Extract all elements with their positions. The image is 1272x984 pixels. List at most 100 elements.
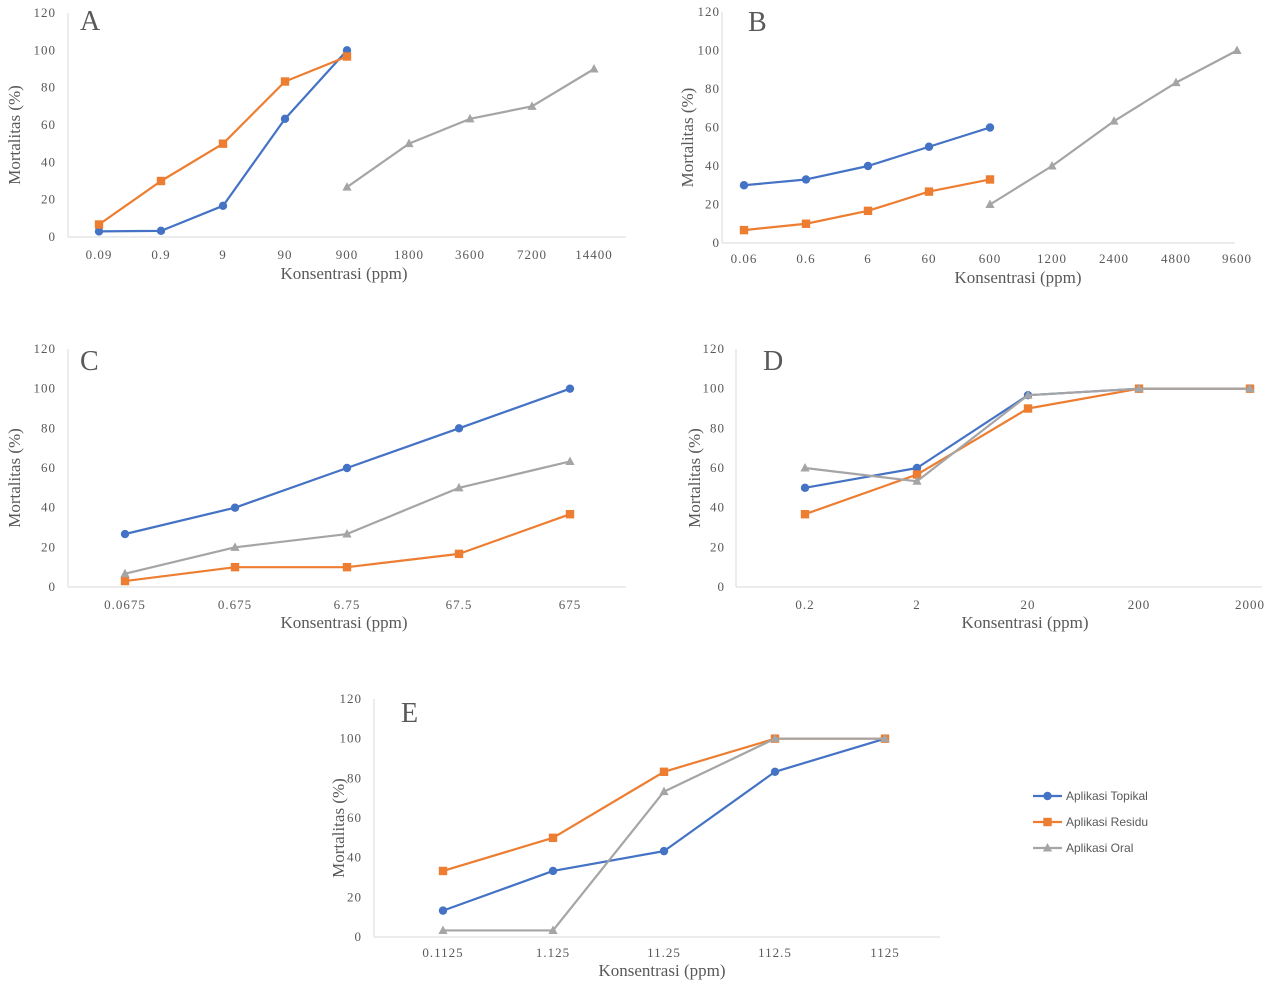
x-tick-label: 900 (336, 247, 359, 262)
series-line-topikal (124, 387, 571, 536)
x-tick-label: 3600 (455, 247, 485, 262)
chart-a: 0 20 40 60 80 100 120 0.09 0.9 9 90 900 1800 3600 7200… (5, 5, 626, 283)
data-point-oral (1232, 45, 1242, 54)
series-line-oral (346, 68, 595, 189)
x-tick-label: 20 (1021, 597, 1036, 612)
legend-label: Aplikasi Topikal (1066, 789, 1148, 803)
data-point-oral (985, 199, 995, 208)
y-axis-label: Mortalitas (%) (685, 428, 704, 528)
data-point-oral (1171, 77, 1181, 87)
series-oral (342, 64, 599, 191)
y-tick-label: 80 (41, 80, 56, 95)
series-oral (985, 45, 1242, 208)
data-point-residu (280, 77, 290, 86)
data-point-residu (800, 510, 810, 519)
data-point-oral (1109, 116, 1119, 125)
y-tick-label: 20 (710, 539, 725, 554)
x-tick-label: 1.125 (536, 945, 570, 960)
data-point-topikal (770, 767, 780, 776)
y-tick-label: 60 (347, 810, 362, 825)
data-point-topikal (280, 114, 290, 124)
y-tick-label: 120 (340, 691, 363, 706)
legend-label: Aplikasi Oral (1066, 841, 1133, 855)
x-tick-label: 2400 (1099, 251, 1129, 266)
y-tick-label: 100 (698, 43, 721, 58)
legend-item-residu: Aplikasi Residu (1033, 815, 1148, 829)
data-point-residu (156, 176, 166, 186)
series-residu (739, 175, 995, 235)
y-tick-label: 60 (705, 120, 720, 135)
data-point-oral (800, 463, 810, 472)
data-point-oral (770, 733, 780, 743)
x-tick-label: 2000 (1235, 597, 1265, 612)
series-line-topikal (442, 737, 886, 912)
data-point-oral (120, 568, 130, 578)
y-tick-label: 60 (41, 117, 56, 132)
data-point-residu (801, 219, 811, 228)
data-point-oral (659, 786, 669, 796)
data-point-oral (1245, 383, 1255, 393)
legend-item-oral: Aplikasi Oral (1033, 841, 1133, 855)
data-point-oral (1134, 383, 1144, 393)
data-point-topikal (342, 463, 352, 473)
series-topikal (438, 734, 890, 915)
x-tick-label: 7200 (517, 247, 547, 262)
legend-marker-residu (1043, 817, 1052, 827)
series-line-topikal (804, 387, 1250, 489)
y-tick-label: 20 (41, 192, 56, 207)
x-axis-label: Konsentrasi (ppm) (961, 613, 1088, 632)
panel-label: A (80, 6, 101, 37)
series-oral (438, 733, 890, 934)
data-point-topikal (156, 226, 166, 236)
y-tick-label: 40 (347, 850, 362, 865)
data-point-residu (863, 206, 873, 216)
x-tick-label: 0.675 (218, 597, 252, 612)
y-tick-label: 20 (41, 539, 56, 554)
y-tick-label: 100 (34, 381, 57, 396)
y-tick-label: 100 (703, 381, 726, 396)
data-point-oral (589, 64, 599, 73)
y-tick-label: 80 (710, 420, 725, 435)
data-point-topikal (454, 424, 464, 433)
panel-label: D (763, 346, 783, 377)
series-topikal (739, 123, 995, 190)
y-axis-label: Mortalitas (%) (5, 428, 24, 528)
y-axis-label: Mortalitas (%) (678, 88, 697, 188)
chart-e: 0 20 40 60 80 100 120 0.1125 1.125 11.25 112.5 1125… (329, 691, 940, 980)
y-tick-label: 80 (705, 81, 720, 96)
series-line-oral (443, 737, 885, 932)
data-point-residu (548, 833, 558, 843)
x-axis-label: Konsentrasi (ppm) (954, 268, 1081, 287)
legend-marker-oral (1042, 843, 1053, 852)
y-tick-label: 120 (34, 341, 57, 356)
x-tick-label: 675 (559, 597, 582, 612)
x-tick-label: 0.9 (151, 247, 170, 262)
data-point-oral (1047, 161, 1057, 170)
legend-marker-topikal (1043, 791, 1052, 801)
x-tick-label: 90 (278, 247, 293, 262)
series-line-topikal (743, 126, 991, 187)
data-point-oral (565, 456, 575, 465)
data-point-oral (404, 138, 414, 148)
x-tick-label: 112.5 (758, 945, 792, 960)
data-point-topikal (565, 384, 575, 393)
y-axis-label: Mortalitas (%) (5, 85, 24, 185)
y-tick-label: 40 (710, 500, 725, 515)
legend-item-topikal: Aplikasi Topikal (1033, 789, 1148, 803)
y-tick-label: 40 (705, 158, 720, 173)
data-point-oral (912, 476, 922, 485)
data-point-topikal (801, 175, 811, 184)
data-point-topikal (120, 529, 130, 539)
data-point-oral (527, 101, 537, 110)
data-point-topikal (800, 483, 810, 493)
data-point-residu (230, 562, 240, 572)
y-tick-label: 80 (41, 420, 56, 435)
series-line-oral (804, 387, 1250, 483)
y-axis-label: Mortalitas (%) (329, 778, 348, 878)
data-point-oral (230, 542, 240, 551)
y-tick-label: 0 (49, 229, 57, 244)
x-tick-label: 9600 (1222, 251, 1252, 266)
data-point-oral (454, 482, 464, 492)
series-residu (800, 384, 1255, 519)
data-point-residu (912, 470, 922, 479)
